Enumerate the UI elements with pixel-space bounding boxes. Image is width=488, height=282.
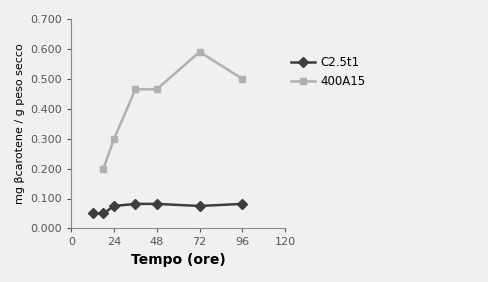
C2.5t1 (133, 202, 139, 206)
Y-axis label: mg βcarotene / g peso secco: mg βcarotene / g peso secco (15, 43, 25, 204)
400A15 (101, 167, 106, 170)
C2.5t1 (101, 212, 106, 215)
X-axis label: Tempo (ore): Tempo (ore) (131, 253, 225, 267)
400A15 (240, 77, 245, 81)
Legend: C2.5t1, 400A15: C2.5t1, 400A15 (291, 56, 366, 88)
C2.5t1 (240, 202, 245, 206)
400A15 (111, 137, 117, 140)
C2.5t1 (154, 202, 160, 206)
400A15 (197, 50, 203, 54)
Line: 400A15: 400A15 (100, 49, 246, 172)
400A15 (154, 88, 160, 91)
C2.5t1 (111, 204, 117, 208)
400A15 (133, 88, 139, 91)
C2.5t1 (197, 204, 203, 208)
C2.5t1 (90, 212, 96, 215)
Line: C2.5t1: C2.5t1 (89, 201, 246, 217)
